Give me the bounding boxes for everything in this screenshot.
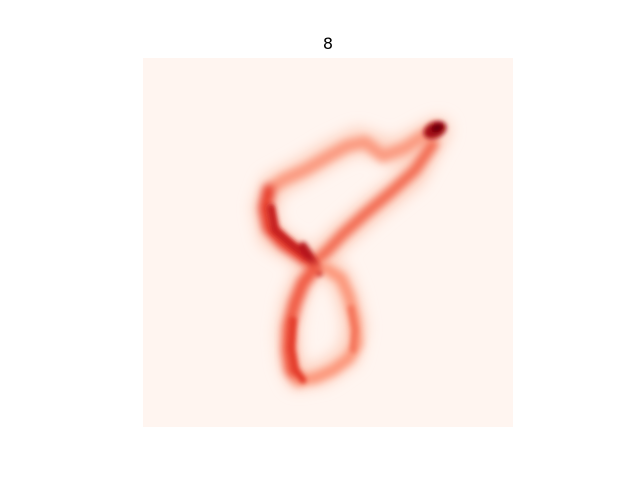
digit-lower-accents bbox=[287, 305, 358, 384]
image-title: 8 bbox=[322, 34, 334, 53]
digit-lower-loop bbox=[281, 261, 363, 387]
heatmap-image bbox=[143, 58, 513, 427]
digit-stroke-tip bbox=[423, 121, 447, 139]
